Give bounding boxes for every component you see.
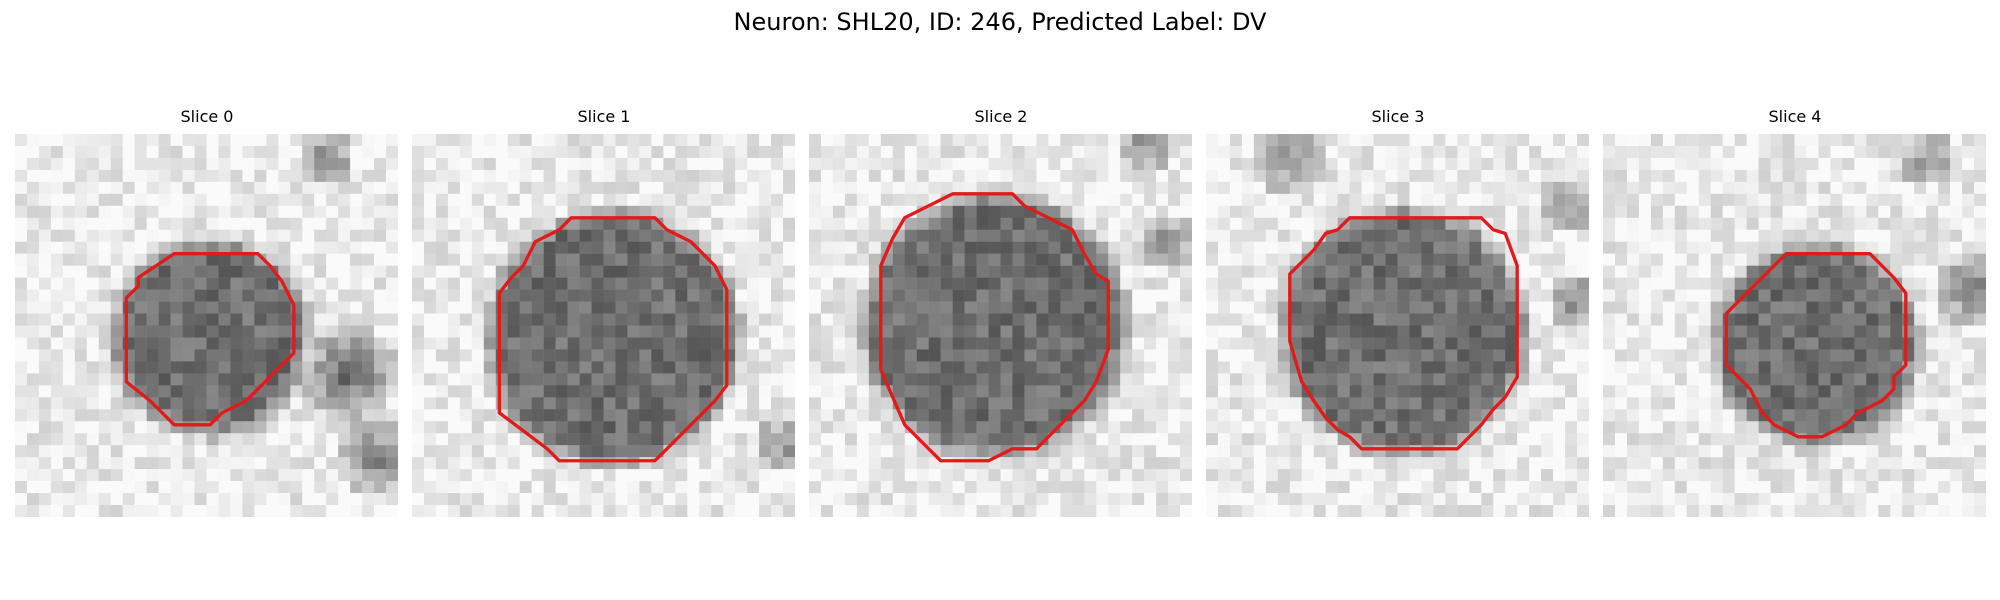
slice-title: Slice 4 [1768,107,1822,126]
roi-contour [124,252,296,427]
slice-title: Slice 3 [1371,107,1425,126]
slice-title: Slice 1 [577,107,631,126]
slice-panel-2: Slice 2 [809,106,1193,517]
roi-contour [1288,216,1519,451]
slice-panel-0: Slice 0 [15,106,399,517]
roi-contour [1724,252,1908,439]
slice-panel-4: Slice 4 [1603,106,1987,517]
slice-image [412,134,795,517]
slice-panel-3: Slice 3 [1206,106,1590,517]
figure-title: Neuron: SHL20, ID: 246, Predicted Label:… [733,8,1267,36]
slice-image [809,134,1192,517]
slice-title: Slice 2 [974,107,1028,126]
slice-image [15,134,398,517]
slice-panel-1: Slice 1 [412,106,796,517]
roi-contour [879,192,1110,463]
slice-image [1206,134,1589,517]
slice-image [1603,134,1986,517]
roi-contour [497,216,729,463]
slice-title: Slice 0 [180,107,234,126]
